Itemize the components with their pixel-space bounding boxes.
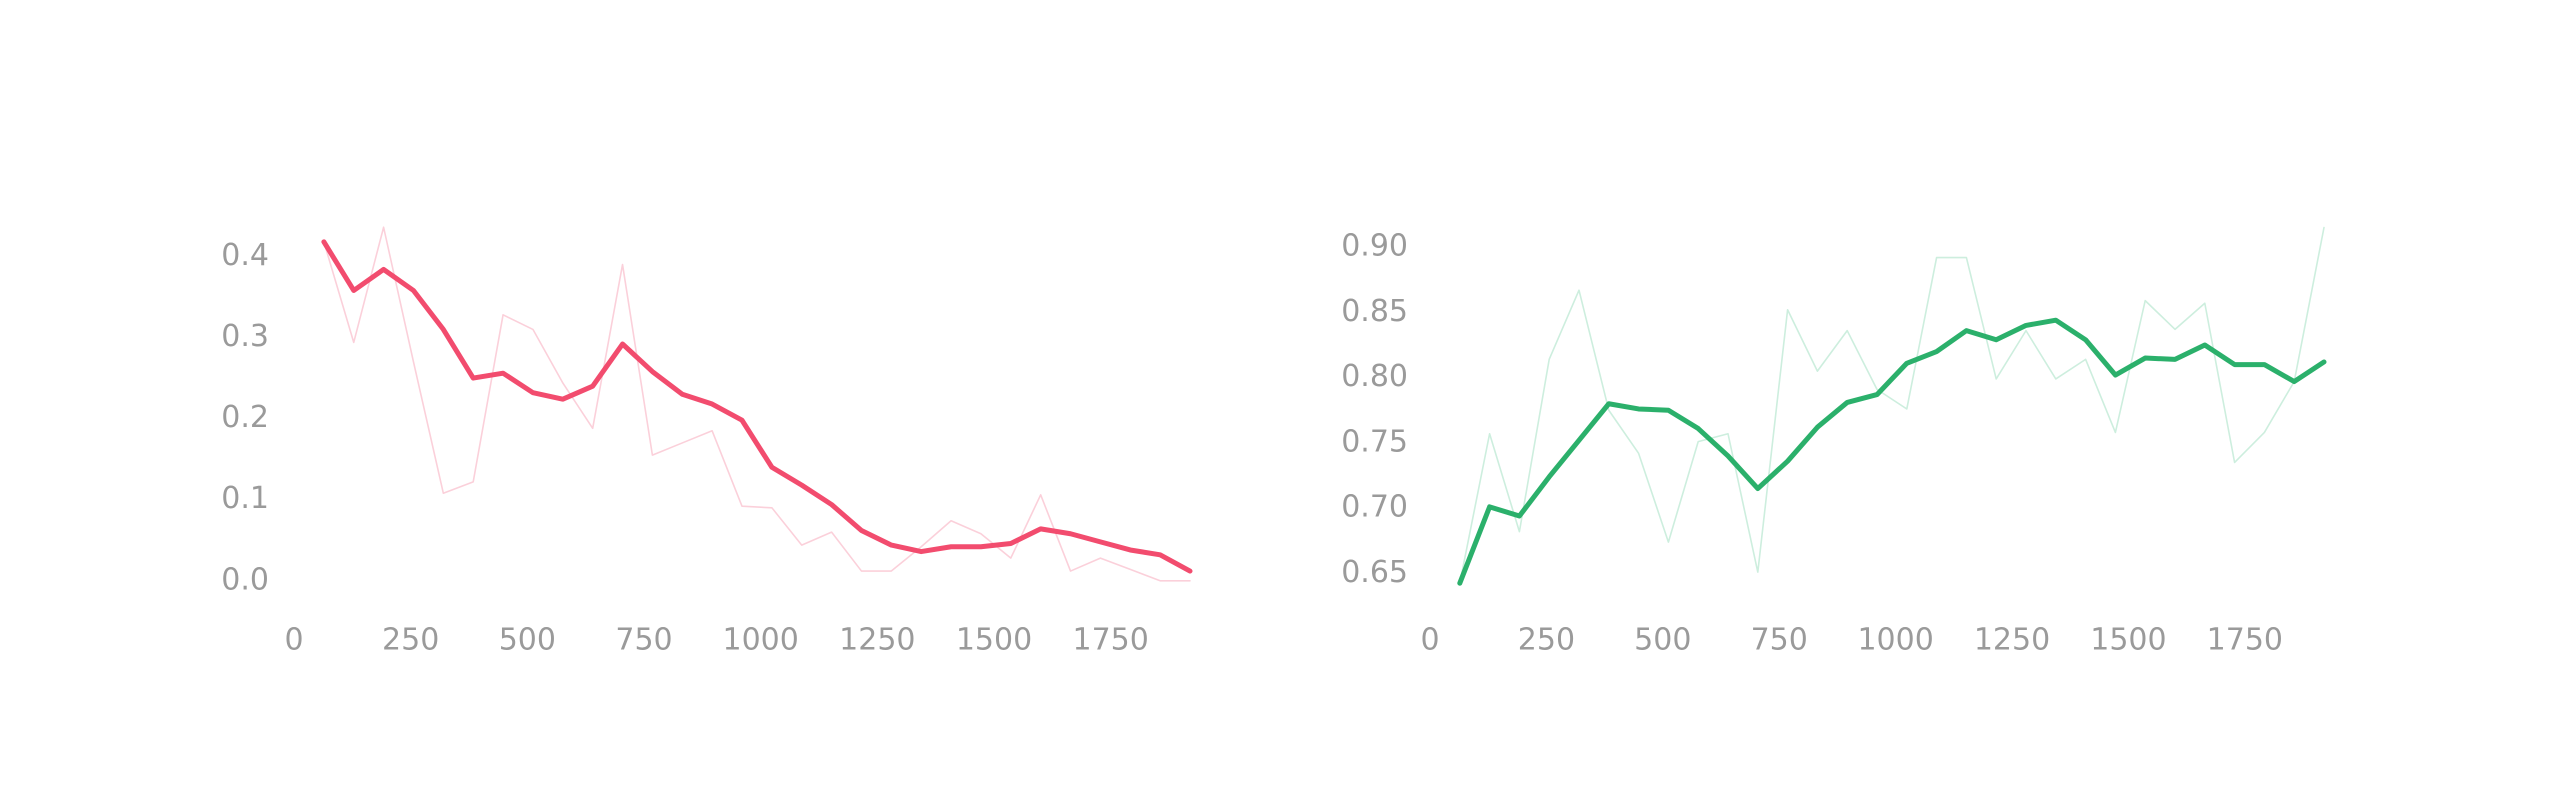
x-tick-label: 750 [615,623,672,658]
x-tick-label: 1500 [956,623,1032,658]
x-tick-label: 750 [1751,623,1808,658]
x-tick-label: 250 [382,623,439,658]
y-tick-label: 0.65 [1341,555,1408,590]
y-tick-label: 0.2 [221,400,269,435]
y-tick-label: 0.4 [221,238,269,273]
x-tick-label: 1000 [722,623,798,658]
x-tick-label: 250 [1518,623,1575,658]
y-tick-label: 0.1 [221,481,269,516]
x-tick-label: 1250 [839,623,915,658]
line-series [1459,226,2325,585]
y-tick-label: 0.80 [1341,359,1408,394]
x-tick-label: 1250 [1974,623,2050,658]
x-tick-label: 1750 [2207,623,2283,658]
x-tick-label: 1500 [2090,623,2166,658]
y-tick-label: 0.85 [1341,294,1408,329]
y-tick-label: 0.3 [221,319,269,354]
y-tick-label: 0.75 [1341,424,1408,459]
line-series [323,226,1191,582]
x-tick-label: 1000 [1857,623,1933,658]
x-tick-label: 500 [1634,623,1691,658]
x-tick-label: 0 [1420,623,1439,658]
y-tick-label: 0.0 [221,562,269,597]
x-tick-label: 0 [284,623,303,658]
y-tick-label: 0.90 [1341,229,1408,264]
y-tick-label: 0.70 [1341,490,1408,525]
line-series [1457,317,2327,586]
x-tick-label: 1750 [1072,623,1148,658]
line-series [321,239,1193,574]
x-tick-label: 500 [499,623,556,658]
